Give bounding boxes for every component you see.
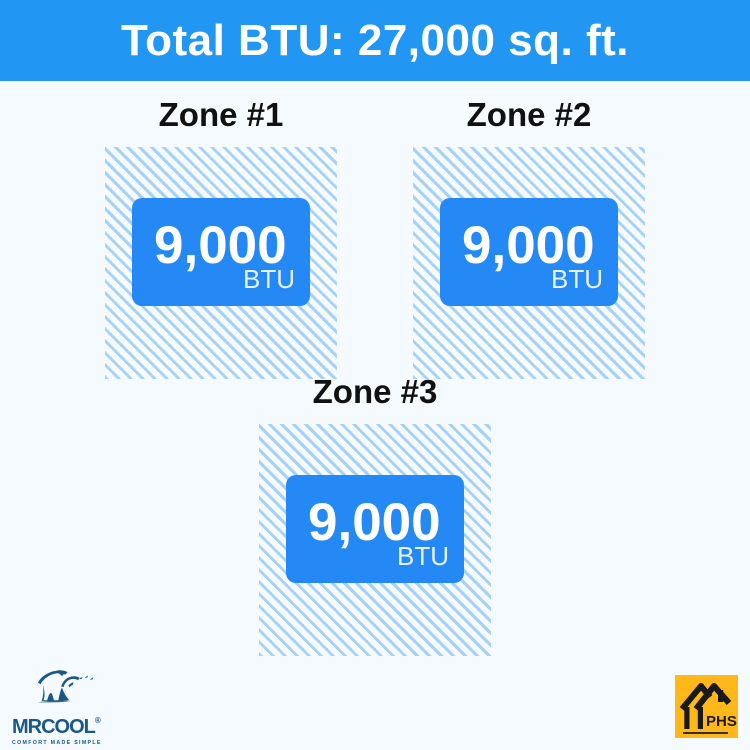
svg-text:PHS: PHS: [706, 713, 737, 730]
